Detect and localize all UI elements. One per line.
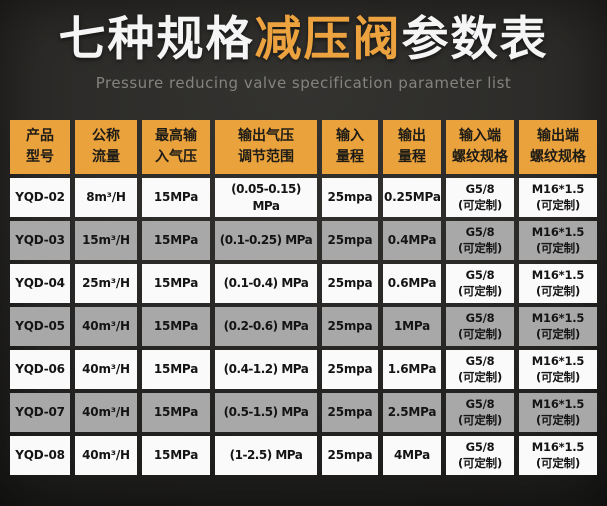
- table-cell: 15m³/H: [75, 221, 137, 260]
- table-cell: M16*1.5 (可定制): [519, 178, 597, 217]
- product-model-cell: YQD-07: [10, 393, 70, 432]
- product-model-cell: YQD-02: [10, 178, 70, 217]
- table-cell: G5/8 (可定制): [446, 393, 514, 432]
- table-cell: 0.6MPa: [383, 264, 441, 303]
- table-cell: G5/8 (可定制): [446, 221, 514, 260]
- table-row: YQD-06 40m³/H 15MPa (0.4-1.2) MPa 25mpa 1.6MP…: [10, 350, 597, 389]
- table-cell: 40m³/H: [75, 393, 137, 432]
- product-model-cell: YQD-08: [10, 436, 70, 475]
- table-row: YQD-05 40m³/H 15MPa (0.2-0.6) MPa 25mpa 1MPa G…: [10, 307, 597, 346]
- table-cell: 15MPa: [142, 393, 210, 432]
- table-cell: 15MPa: [142, 221, 210, 260]
- header-row: 产品 型号 公称 流量 最高输 入气压 输出气压 调节范围 输入 量程 输出 量程 输入端 …: [10, 120, 597, 174]
- table-cell: 15MPa: [142, 436, 210, 475]
- column-header: 公称 流量: [75, 120, 137, 174]
- title-area: 七种规格减压阀参数表 Pressure reducing valve speci…: [0, 0, 607, 92]
- table-cell: M16*1.5 (可定制): [519, 307, 597, 346]
- product-model-cell: YQD-06: [10, 350, 70, 389]
- table-cell: 15MPa: [142, 178, 210, 217]
- table-row: YQD-03 15m³/H 15MPa (0.1-0.25) MPa 25mpa 0.4M…: [10, 221, 597, 260]
- table-cell: G5/8 (可定制): [446, 264, 514, 303]
- column-header: 输出气压 调节范围: [215, 120, 317, 174]
- spec-table-body: YQD-02 8m³/H 15MPa (0.05-0.15) MPa 25mpa 0.25…: [10, 178, 597, 475]
- page-subtitle: Pressure reducing valve specification pa…: [95, 74, 512, 92]
- table-cell: 0.25MPa: [383, 178, 441, 217]
- table-cell: 40m³/H: [75, 350, 137, 389]
- table-cell: 1MPa: [383, 307, 441, 346]
- table-cell: 25m³/H: [75, 264, 137, 303]
- table-cell: 25mpa: [322, 393, 378, 432]
- column-header: 产品 型号: [10, 120, 70, 174]
- table-cell: (0.1-0.25) MPa: [215, 221, 317, 260]
- column-header: 输出 量程: [383, 120, 441, 174]
- table-cell: 40m³/H: [75, 307, 137, 346]
- table-cell: G5/8 (可定制): [446, 178, 514, 217]
- table-cell: (0.05-0.15) MPa: [215, 178, 317, 217]
- page-title: 七种规格减压阀参数表: [0, 10, 607, 70]
- table-cell: G5/8 (可定制): [446, 350, 514, 389]
- table-cell: (0.1-0.4) MPa: [215, 264, 317, 303]
- page-title-highlight: 减压阀: [254, 12, 402, 67]
- table-cell: (0.5-1.5) MPa: [215, 393, 317, 432]
- table-cell: (0.4-1.2) MPa: [215, 350, 317, 389]
- table-cell: 25mpa: [322, 178, 378, 217]
- table-row: YQD-04 25m³/H 15MPa (0.1-0.4) MPa 25mpa 0.6MP…: [10, 264, 597, 303]
- page-title-suffix: 参数表: [401, 12, 549, 67]
- spec-table-header: 产品 型号 公称 流量 最高输 入气压 输出气压 调节范围 输入 量程 输出 量程 输入端 …: [10, 120, 597, 174]
- table-cell: M16*1.5 (可定制): [519, 393, 597, 432]
- product-model-cell: YQD-03: [10, 221, 70, 260]
- product-model-cell: YQD-04: [10, 264, 70, 303]
- table-cell: 40m³/H: [75, 436, 137, 475]
- page-title-prefix: 七种规格: [58, 12, 255, 67]
- table-row: YQD-08 40m³/H 15MPa (1-2.5) MPa 25mpa 4MPa G5/…: [10, 436, 597, 475]
- table-cell: 25mpa: [322, 221, 378, 260]
- column-header: 最高输 入气压: [142, 120, 210, 174]
- spec-table: 产品 型号 公称 流量 最高输 入气压 输出气压 调节范围 输入 量程 输出 量程 输入端 …: [5, 116, 602, 479]
- table-cell: 25mpa: [322, 436, 378, 475]
- table-row: YQD-02 8m³/H 15MPa (0.05-0.15) MPa 25mpa 0.25…: [10, 178, 597, 217]
- table-cell: 8m³/H: [75, 178, 137, 217]
- table-cell: 15MPa: [142, 264, 210, 303]
- table-cell: G5/8 (可定制): [446, 436, 514, 475]
- table-cell: M16*1.5 (可定制): [519, 264, 597, 303]
- table-cell: 4MPa: [383, 436, 441, 475]
- table-cell: 15MPa: [142, 307, 210, 346]
- table-cell: 1.6MPa: [383, 350, 441, 389]
- column-header: 输出端 螺纹规格: [519, 120, 597, 174]
- table-cell: 25mpa: [322, 264, 378, 303]
- table-cell: M16*1.5 (可定制): [519, 436, 597, 475]
- table-cell: 0.4MPa: [383, 221, 441, 260]
- table-row: YQD-07 40m³/H 15MPa (0.5-1.5) MPa 25mpa 2.5MP…: [10, 393, 597, 432]
- table-cell: (0.2-0.6) MPa: [215, 307, 317, 346]
- column-header: 输入 量程: [322, 120, 378, 174]
- table-cell: 25mpa: [322, 307, 378, 346]
- product-model-cell: YQD-05: [10, 307, 70, 346]
- column-header: 输入端 螺纹规格: [446, 120, 514, 174]
- table-cell: (1-2.5) MPa: [215, 436, 317, 475]
- table-cell: 2.5MPa: [383, 393, 441, 432]
- table-cell: M16*1.5 (可定制): [519, 221, 597, 260]
- table-cell: G5/8 (可定制): [446, 307, 514, 346]
- table-cell: M16*1.5 (可定制): [519, 350, 597, 389]
- table-cell: 25mpa: [322, 350, 378, 389]
- table-cell: 15MPa: [142, 350, 210, 389]
